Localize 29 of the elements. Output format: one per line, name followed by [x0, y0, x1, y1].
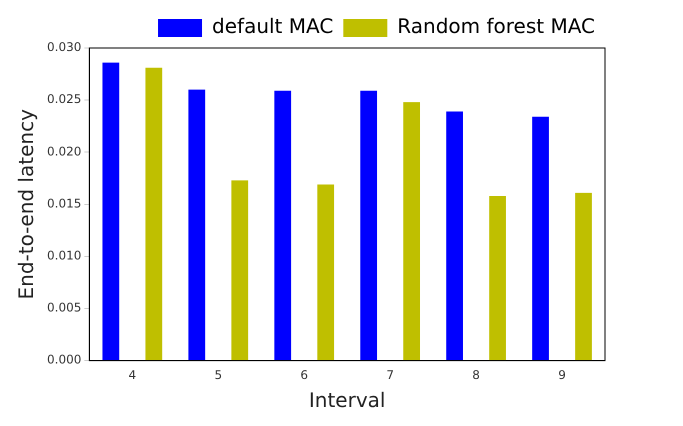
- bar: [231, 180, 248, 360]
- y-tick-label: 0.015: [46, 196, 82, 210]
- y-axis-title: End-to-end latency: [14, 108, 38, 300]
- x-tick-label: 5: [214, 368, 222, 382]
- bar: [446, 112, 463, 360]
- y-tick-label: 0.000: [46, 352, 82, 367]
- bar: [317, 184, 334, 360]
- bar: [145, 68, 162, 360]
- x-tick-label: 6: [300, 368, 308, 382]
- bar: [532, 116, 549, 360]
- bar: [188, 90, 206, 360]
- x-tick-label: 7: [386, 368, 394, 382]
- y-tick-label: 0.020: [46, 144, 82, 158]
- x-tick-label: 9: [558, 368, 566, 382]
- y-tick-label: 0.005: [46, 300, 82, 315]
- legend-label: Random forest MAC: [397, 14, 596, 38]
- x-axis-title: Interval: [308, 388, 386, 412]
- bar: [575, 192, 592, 360]
- bar: [403, 102, 420, 360]
- x-tick-label: 4: [128, 368, 136, 382]
- x-tick-label: 8: [472, 368, 480, 382]
- y-tick-label: 0.025: [46, 92, 82, 106]
- legend-label: default MAC: [212, 14, 334, 38]
- bar: [102, 62, 120, 360]
- bar: [274, 90, 292, 360]
- y-tick-label: 0.010: [46, 248, 82, 263]
- bar: [360, 90, 378, 360]
- y-tick-label: 0.030: [46, 40, 82, 54]
- bar: [489, 196, 506, 360]
